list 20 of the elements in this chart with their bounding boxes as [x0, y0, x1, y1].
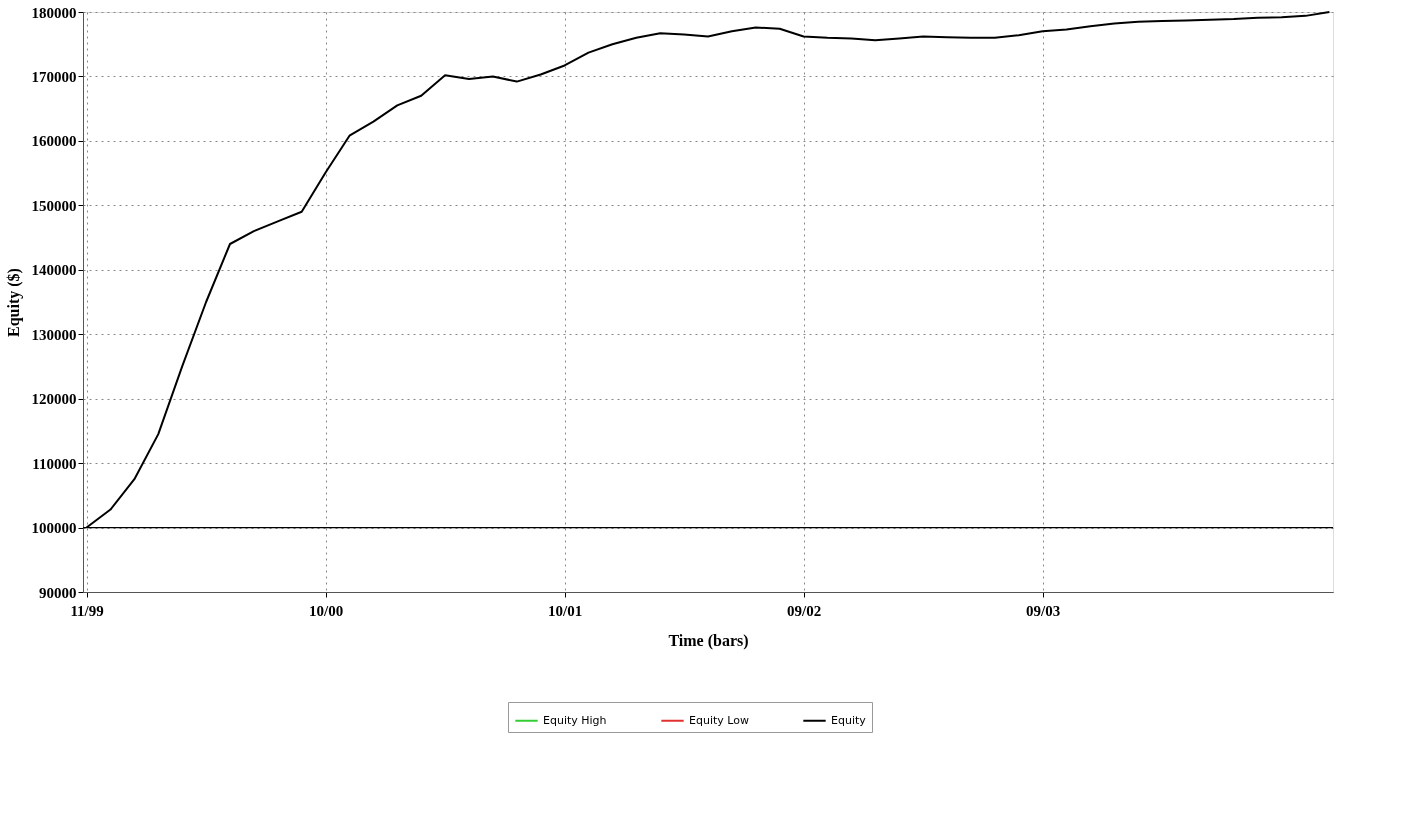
y-tick-label: 110000 [32, 455, 77, 472]
y-tick-label: 100000 [31, 520, 77, 537]
legend-label: Equity High [543, 713, 607, 727]
x-tick-label: 10/01 [548, 602, 583, 619]
y-axis-title: Equity ($) [4, 268, 23, 337]
x-tick-label: 11/99 [70, 602, 104, 619]
x-axis-title: Time (bars) [668, 631, 749, 650]
x-tick-label: 10/00 [309, 602, 344, 619]
y-tick-label: 150000 [31, 197, 77, 214]
y-tick-label: 90000 [39, 584, 77, 601]
y-tick-label: 130000 [31, 326, 77, 343]
y-tick-label: 180000 [31, 4, 77, 21]
y-tick-label: 140000 [31, 262, 77, 279]
y-tick-label: 120000 [31, 391, 77, 408]
legend-label: Equity [831, 713, 867, 727]
legend-label: Equity Low [689, 713, 749, 727]
x-tick-label: 09/03 [1026, 602, 1061, 619]
x-tick-label: 09/02 [787, 602, 822, 619]
y-tick-label: 160000 [31, 133, 77, 150]
y-tick-label: 170000 [31, 68, 77, 85]
